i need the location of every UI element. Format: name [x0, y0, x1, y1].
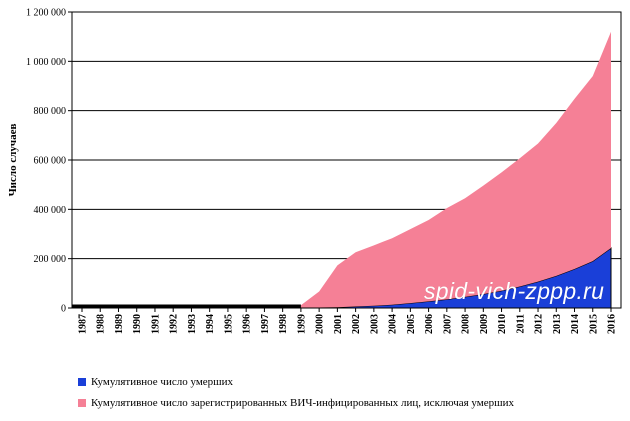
area-series [72, 31, 612, 309]
watermark-text: spid-vich-zppp.ru [424, 278, 605, 304]
x-tick-label: 2004 [388, 314, 399, 334]
x-tick-label: 1997 [260, 314, 271, 334]
x-tick-label: 1994 [205, 314, 216, 334]
legend-swatch-deaths [78, 378, 86, 386]
area-series-1 [82, 31, 611, 308]
x-tick-label: 2007 [442, 314, 453, 334]
axes [68, 11, 622, 312]
x-tick-label: 2014 [570, 314, 581, 334]
x-tick-label: 1992 [169, 314, 180, 334]
x-tick-label: 2009 [479, 314, 490, 334]
x-tick-label: 2013 [552, 314, 563, 334]
legend-item-living: Кумулятивное число зарегистрированных ВИ… [78, 397, 514, 409]
y-tick-label: 1 000 000 [26, 57, 66, 68]
y-tick-label: 800 000 [34, 106, 67, 117]
x-tick-label: 2012 [534, 314, 545, 334]
x-tick-label: 2011 [515, 314, 526, 333]
y-axis-label: Число случаев [7, 124, 19, 197]
x-tick-label: 2001 [333, 314, 344, 334]
x-tick-label: 2003 [369, 314, 380, 334]
x-tick-label: 1995 [223, 314, 234, 334]
x-tick-label: 2002 [351, 314, 362, 334]
x-tick-label: 2016 [607, 314, 618, 334]
x-tick-label: 1999 [296, 314, 307, 334]
legend-swatch-living [78, 399, 86, 407]
x-tick-labels: 1987 1988 1989 1990 1991 1992 1993 1994 1995 1996… [78, 314, 618, 334]
legend-label-deaths: Кумулятивное число умерших [91, 376, 234, 388]
x-tick-label: 1998 [278, 314, 289, 334]
y-tick-labels: 0 200 000 400 000 600 000 800 000 1 000 000 1 … [26, 8, 66, 315]
x-tick-label: 2010 [497, 314, 508, 334]
x-tick-label: 1988 [96, 314, 107, 334]
y-tick-label: 0 [61, 304, 66, 315]
x-tick-label: 1993 [187, 314, 198, 334]
y-tick-label: 400 000 [34, 205, 67, 216]
y-tick-label: 1 200 000 [26, 8, 66, 19]
x-tick-label: 2005 [406, 314, 417, 334]
x-tick-label: 2008 [461, 314, 472, 334]
y-tick-label: 600 000 [34, 156, 67, 167]
x-tick-label: 1991 [150, 314, 161, 334]
x-tick-label: 1996 [242, 314, 253, 334]
x-tick-label: 1990 [132, 314, 143, 334]
y-tick-label: 200 000 [34, 254, 67, 265]
x-tick-label: 2000 [315, 314, 326, 334]
legend-label-living: Кумулятивное число зарегистрированных ВИ… [91, 397, 514, 409]
legend-item-deaths: Кумулятивное число умерших [78, 376, 233, 388]
x-tick-label: 1989 [114, 314, 125, 334]
x-tick-label: 2015 [588, 314, 599, 334]
x-tick-label: 2006 [424, 314, 435, 334]
x-tick-label: 1987 [78, 314, 89, 334]
